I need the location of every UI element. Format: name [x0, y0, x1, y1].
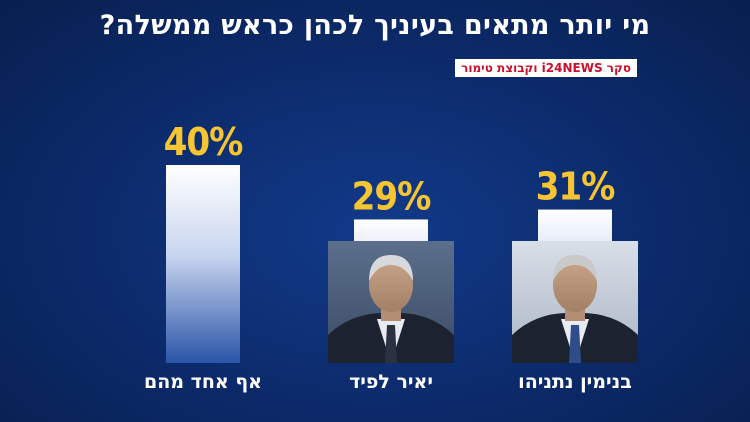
bar-1 — [166, 165, 240, 363]
portrait-photo-2 — [328, 241, 454, 363]
data-label-2: 29% — [352, 174, 432, 218]
chart-title: מי יותר מתאים בעיניך לכהן כראש ממשלה? — [99, 10, 651, 41]
source-tag: סקר i24NEWS וקבוצת טימור — [455, 59, 637, 77]
category-label-1: אף אחד מהם — [144, 371, 262, 393]
category-label-3: בנימין נתניהו — [518, 371, 632, 393]
portrait-photo-3 — [512, 241, 638, 363]
data-label-1: 40% — [164, 120, 244, 164]
data-label-3: 31% — [536, 165, 616, 209]
category-label-2: יאיר לפיד — [349, 371, 433, 393]
